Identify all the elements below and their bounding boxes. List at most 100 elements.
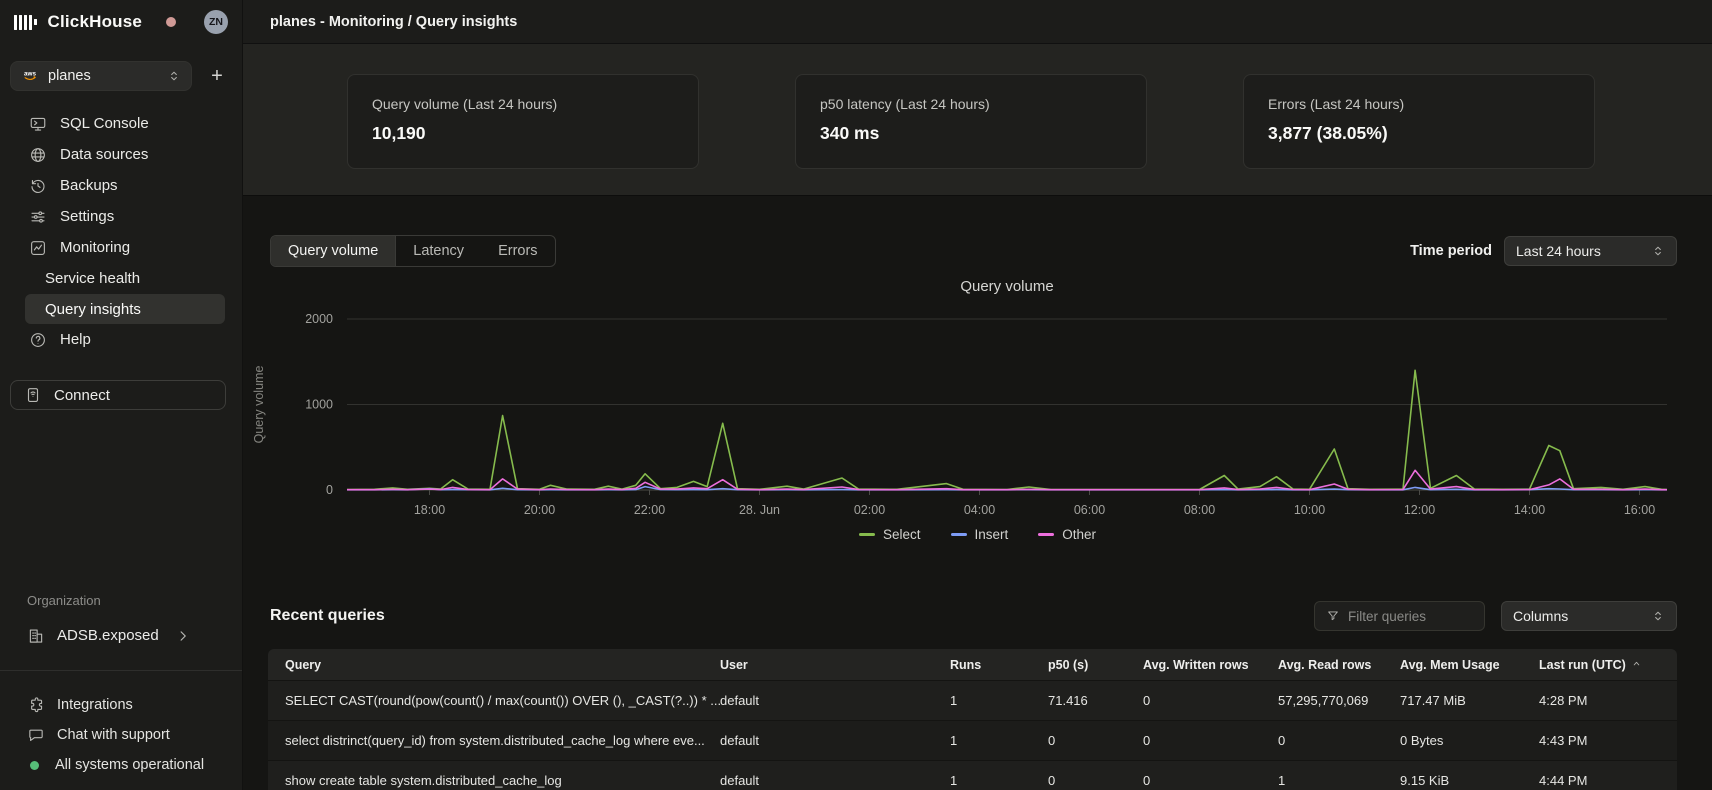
stat-label: p50 latency (Last 24 hours) [820,96,1122,112]
cell-query: SELECT CAST(round(pow(count() / max(coun… [268,693,720,708]
time-period-select[interactable]: Last 24 hours [1504,236,1677,266]
sidebar-item-label: Settings [60,208,114,225]
column-header-label: Avg. Read rows [1278,658,1371,672]
legend-item-insert[interactable]: Insert [951,527,1009,542]
column-header-p50-s[interactable]: p50 (s) [1048,658,1143,672]
time-period-value: Last 24 hours [1516,243,1601,259]
x-tick-label: 10:00 [1294,503,1325,517]
cell-user: default [720,693,950,708]
cell-avg-written-rows: 0 [1143,693,1278,708]
sidebar-item-help[interactable]: Help [0,324,242,355]
organization-selector[interactable]: ADSB.exposed [0,620,242,651]
tab-query-volume[interactable]: Query volume [271,236,396,266]
sidebar-item-label: Monitoring [60,239,130,256]
sidebar-bottom: Organization ADSB.exposed Integrations Ch… [0,593,242,790]
x-tick-label: 14:00 [1514,503,1545,517]
columns-select[interactable]: Columns [1501,601,1677,631]
sidebar-item-sql-console[interactable]: SQL Console [0,108,242,139]
tab-latency[interactable]: Latency [396,236,481,266]
filter-queries-box [1314,601,1485,631]
cell-p50-s: 71.416 [1048,693,1143,708]
series-select [347,370,1667,489]
chevron-right-icon [174,627,192,645]
sidebar-item-settings[interactable]: Settings [0,201,242,232]
sidebar-item-backups[interactable]: Backups [0,170,242,201]
column-header-avg-read-rows[interactable]: Avg. Read rows [1278,658,1400,672]
x-tick-label: 20:00 [524,503,555,517]
tab-errors[interactable]: Errors [481,236,554,266]
legend-item-other[interactable]: Other [1038,527,1096,542]
column-header-last-run-utc[interactable]: Last run (UTC) [1539,658,1677,672]
top-bar: planes - Monitoring / Query insights [243,0,1712,44]
sidebar-item-query-insights[interactable]: Query insights [25,294,225,324]
table-row[interactable]: select distrinct(query_id) from system.d… [268,720,1677,760]
cell-avg-read-rows: 1 [1278,773,1400,788]
stat-value: 10,190 [372,123,674,144]
sidebar-item-monitoring[interactable]: Monitoring [0,232,242,263]
add-service-button[interactable]: + [204,63,230,89]
service-row: aws planes + [10,61,242,91]
footer-item-label: Chat with support [57,727,170,743]
service-name: planes [48,68,91,84]
notification-dot[interactable] [166,17,176,27]
y-tick-label: 2000 [305,312,333,326]
app-window: ClickHouse ZN aws planes + SQL Console Da… [0,0,1712,790]
column-header-avg-written-rows[interactable]: Avg. Written rows [1143,658,1278,672]
data-sources-icon [29,146,47,164]
legend-item-select[interactable]: Select [859,527,921,542]
sidebar-item-all-systems-operational[interactable]: All systems operational [0,750,242,780]
sidebar-item-chat-with-support[interactable]: Chat with support [0,720,242,750]
sidebar-footer: Integrations Chat with support All systems… [0,690,242,780]
legend-label: Insert [975,527,1009,542]
sidebar-item-label: Service health [45,270,140,287]
cell-last-run-utc: 4:44 PM [1539,773,1677,788]
stat-label: Query volume (Last 24 hours) [372,96,674,112]
sidebar-item-label: Data sources [60,146,148,163]
connect-button[interactable]: Connect [10,380,226,410]
cell-p50-s: 0 [1048,773,1143,788]
column-header-avg-mem-usage[interactable]: Avg. Mem Usage [1400,658,1539,672]
cell-avg-written-rows: 0 [1143,773,1278,788]
page-title: planes - Monitoring / Query insights [270,14,517,30]
x-tick-label: 16:00 [1624,503,1655,517]
x-tick-label: 08:00 [1184,503,1215,517]
monitoring-icon [29,239,47,257]
column-header-user[interactable]: User [720,658,950,672]
column-header-label: Last run (UTC) [1539,658,1626,672]
table-row[interactable]: show create table system.distributed_cac… [268,760,1677,790]
legend-label: Other [1062,527,1096,542]
legend-swatch [951,533,967,536]
y-tick-label: 1000 [305,398,333,412]
x-tick-label: 28. Jun [739,503,780,517]
clickhouse-logo-icon[interactable] [14,14,39,30]
sort-asc-icon [1631,658,1642,669]
x-tick-label: 04:00 [964,503,995,517]
x-tick-label: 06:00 [1074,503,1105,517]
service-selector[interactable]: aws planes [10,61,192,91]
sidebar-item-service-health[interactable]: Service health [0,263,242,294]
sidebar-item-label: Query insights [45,301,141,318]
table-header-row: QueryUserRunsp50 (s)Avg. Written rowsAvg… [268,649,1677,680]
cell-runs: 1 [950,693,1048,708]
sidebar-item-integrations[interactable]: Integrations [0,690,242,720]
logo-row: ClickHouse ZN [0,0,242,44]
cell-last-run-utc: 4:28 PM [1539,693,1677,708]
table-row[interactable]: SELECT CAST(round(pow(count() / max(coun… [268,680,1677,720]
column-header-runs[interactable]: Runs [950,658,1048,672]
sidebar-item-data-sources[interactable]: Data sources [0,139,242,170]
cell-last-run-utc: 4:43 PM [1539,733,1677,748]
organization-label: Organization [0,593,242,608]
column-header-query[interactable]: Query [268,658,720,672]
sidebar-nav: SQL Console Data sources Backups Settings Mo… [0,108,242,355]
column-header-label: Runs [950,658,981,672]
filter-queries-input[interactable] [1348,609,1473,624]
avatar[interactable]: ZN [204,10,228,34]
sidebar-divider [0,670,242,671]
main-area: planes - Monitoring / Query insights Que… [243,0,1712,790]
recent-queries-header: Recent queries Columns [270,601,1677,631]
chat-icon [27,726,45,744]
cell-avg-read-rows: 0 [1278,733,1400,748]
connect-icon [24,386,42,404]
stat-value: 340 ms [820,123,1122,144]
integrations-icon [27,696,45,714]
